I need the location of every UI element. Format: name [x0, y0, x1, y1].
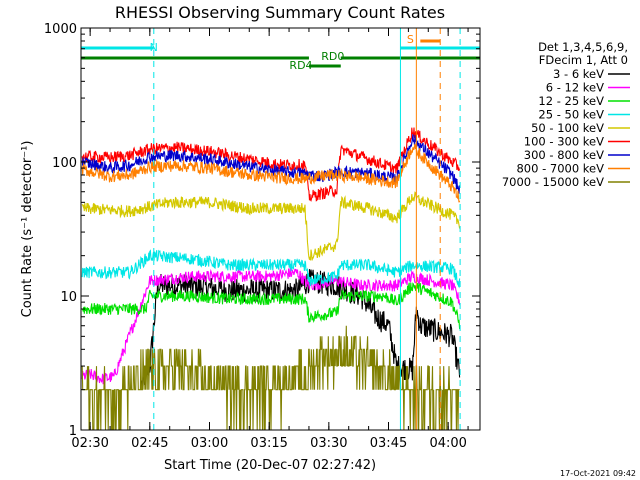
legend: Det 1,3,4,5,6,9, FDecim 1, Att 0 3 - 6 k…	[502, 40, 630, 189]
legend-label-7: 800 - 7000 keV	[516, 162, 604, 176]
y-tick-label-0: 1	[69, 424, 77, 439]
legend-label-1: 6 - 12 keV	[546, 81, 604, 95]
x-tick-label-3: 03:15	[250, 436, 287, 451]
x-tick-label-1: 02:45	[131, 436, 168, 451]
legend-label-5: 100 - 300 keV	[524, 135, 604, 149]
series-line-8	[81, 325, 460, 431]
y-tick-label-2: 100	[52, 156, 77, 171]
legend-label-4: 50 - 100 keV	[531, 121, 604, 135]
series-line-4	[81, 191, 461, 261]
x-tick-label-6: 04:00	[429, 436, 466, 451]
footer-timestamp: 17-Oct-2021 09:42	[560, 469, 636, 478]
legend-label-2: 12 - 25 keV	[538, 94, 604, 108]
x-tick-label-5: 03:45	[370, 436, 407, 451]
series-layer	[81, 127, 461, 431]
y-tick-label-3: 1000	[44, 22, 77, 37]
annotation-n: N	[150, 41, 158, 54]
x-tick-label-0: 02:30	[71, 436, 108, 451]
y-axis-label: Count Rate (s⁻¹ detector⁻¹)	[20, 141, 35, 318]
y-tick-label-1: 10	[60, 290, 77, 305]
annotation-rd4: RD4	[289, 59, 312, 72]
series-line-1	[81, 267, 461, 385]
legend-label-0: 3 - 6 keV	[553, 67, 604, 81]
x-tick-label-2: 03:00	[191, 436, 228, 451]
plot-frame	[80, 27, 481, 431]
axes-layer: 02:30 02:45 03:00 03:15 03:30 03:45 04:00 1 10 10…	[44, 22, 480, 451]
legend-label-8: 7000 - 15000 keV	[502, 175, 604, 189]
flag-layer	[81, 39, 480, 68]
chart-title: RHESSI Observing Summary Count Rates	[115, 3, 445, 22]
series-line-2	[82, 282, 461, 330]
series-line-5	[81, 127, 461, 202]
legend-header-line-1: Det 1,3,4,5,6,9,	[538, 40, 628, 54]
annotation-s: S	[407, 33, 414, 46]
legend-label-3: 25 - 50 keV	[538, 108, 604, 122]
legend-label-6: 300 - 800 keV	[524, 148, 604, 162]
annotation-layer: N S RD0 RD4	[150, 33, 414, 72]
x-tick-label-4: 03:30	[310, 436, 347, 451]
series-line-3	[81, 249, 461, 289]
series-line-7	[81, 143, 461, 203]
legend-header-line-2: FDecim 1, Att 0	[539, 53, 628, 67]
x-axis-label: Start Time (20-Dec-07 02:27:42)	[164, 458, 376, 473]
annotation-rd0: RD0	[321, 50, 344, 63]
